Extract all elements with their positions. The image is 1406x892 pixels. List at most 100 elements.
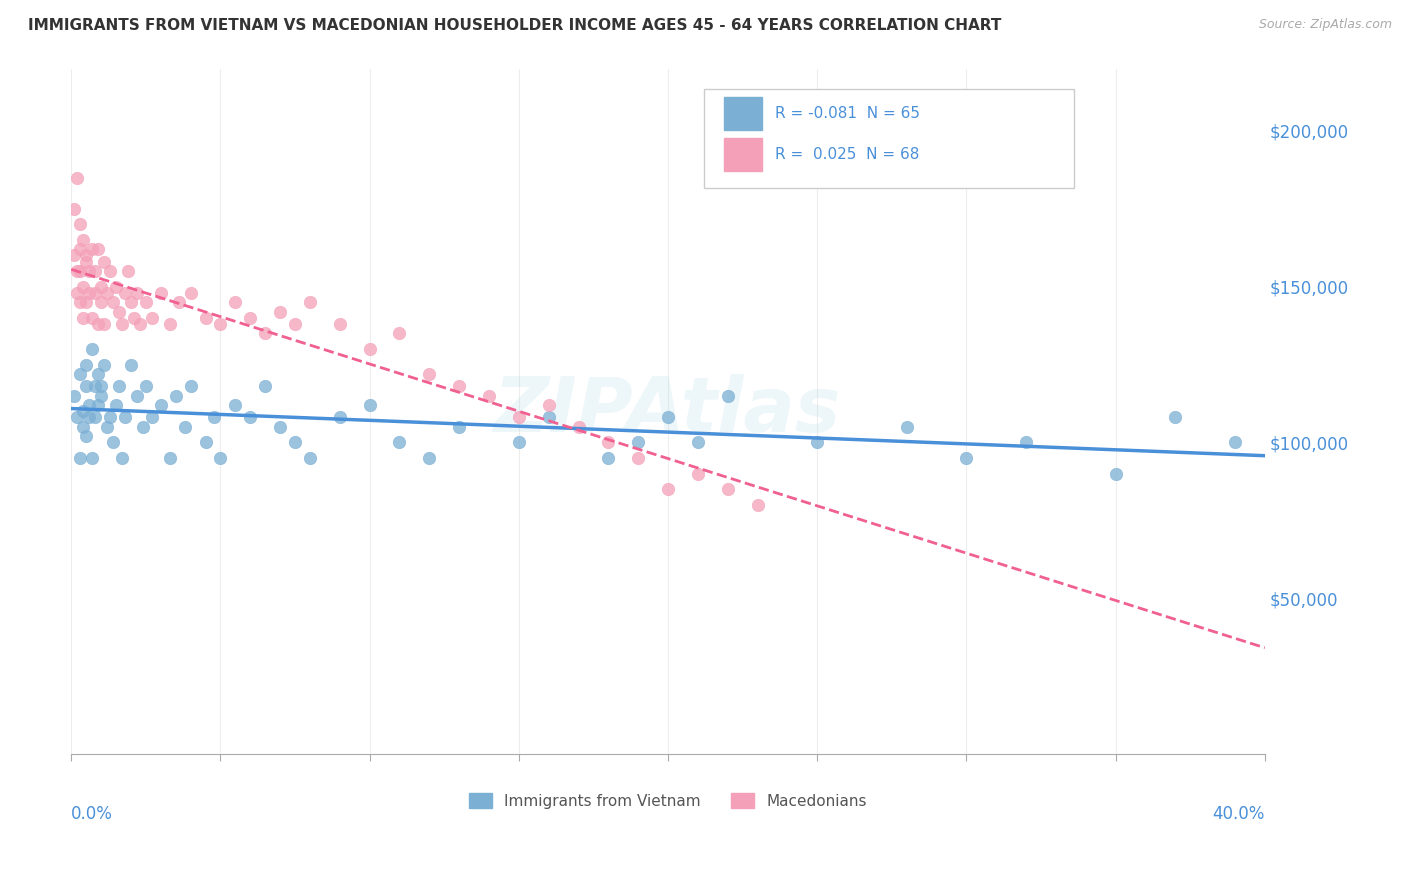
Point [955,450,977,465]
Point [125,285,148,300]
Point [224,398,246,412]
Point [209,317,232,331]
Point [508,435,530,450]
Point [896,419,918,434]
Point [806,435,828,450]
Point [598,450,620,465]
Text: ZIPAtlas: ZIPAtlas [495,375,842,449]
Point [717,389,740,403]
Point [1104,467,1126,481]
Point [224,295,246,310]
Point [72,233,94,247]
Bar [724,96,762,129]
Point [298,450,321,465]
Point [69,450,91,465]
Point [69,264,91,278]
Point [478,389,501,403]
Point [173,419,195,434]
Point [96,285,118,300]
Point [508,410,530,425]
Point [204,410,226,425]
Point [657,410,679,425]
Point [132,419,155,434]
Legend: Immigrants from Vietnam, Macedonians: Immigrants from Vietnam, Macedonians [463,787,873,815]
Point [77,264,100,278]
Point [141,410,163,425]
Point [84,264,107,278]
Point [82,450,104,465]
Point [1015,435,1038,450]
Point [159,317,181,331]
Point [598,435,620,450]
Point [105,398,128,412]
Point [75,248,97,262]
Point [63,389,86,403]
Point [101,435,124,450]
Point [194,435,217,450]
Point [165,389,187,403]
Point [120,295,142,310]
Point [87,367,110,381]
Point [93,254,115,268]
Point [108,304,131,318]
Point [90,279,112,293]
Text: R = -0.081  N = 65: R = -0.081 N = 65 [776,105,921,120]
Point [66,410,89,425]
Point [101,295,124,310]
Point [90,379,112,393]
Point [117,264,139,278]
Point [657,482,679,496]
Point [135,379,157,393]
Point [537,410,560,425]
Point [87,398,110,412]
Point [567,419,589,434]
Point [82,342,104,356]
Point [75,295,97,310]
Point [120,358,142,372]
Point [149,285,172,300]
Point [69,295,91,310]
Point [122,310,145,325]
Point [159,450,181,465]
Text: IMMIGRANTS FROM VIETNAM VS MACEDONIAN HOUSEHOLDER INCOME AGES 45 - 64 YEARS CORR: IMMIGRANTS FROM VIETNAM VS MACEDONIAN HO… [28,18,1001,33]
Point [269,304,291,318]
Point [125,389,148,403]
Point [329,410,352,425]
Point [75,358,97,372]
Point [627,450,650,465]
Point [72,279,94,293]
Point [77,410,100,425]
Point [359,398,381,412]
Point [82,310,104,325]
Point [105,279,128,293]
Point [111,450,134,465]
Point [717,482,740,496]
Point [98,410,121,425]
Bar [724,137,762,170]
Text: 40.0%: 40.0% [1212,805,1265,823]
Point [114,410,136,425]
Point [627,435,650,450]
Text: 0.0%: 0.0% [72,805,112,823]
Point [114,285,136,300]
Point [90,389,112,403]
Point [75,254,97,268]
Point [84,410,107,425]
Point [75,379,97,393]
Point [284,435,307,450]
Text: Source: ZipAtlas.com: Source: ZipAtlas.com [1258,18,1392,31]
Point [77,285,100,300]
Point [128,317,150,331]
Point [98,264,121,278]
Point [537,398,560,412]
Point [72,404,94,418]
Point [686,435,709,450]
Point [63,248,86,262]
Point [329,317,352,331]
Point [84,379,107,393]
Point [269,419,291,434]
Point [747,498,769,512]
Point [388,326,411,341]
Point [87,242,110,256]
Point [96,419,118,434]
